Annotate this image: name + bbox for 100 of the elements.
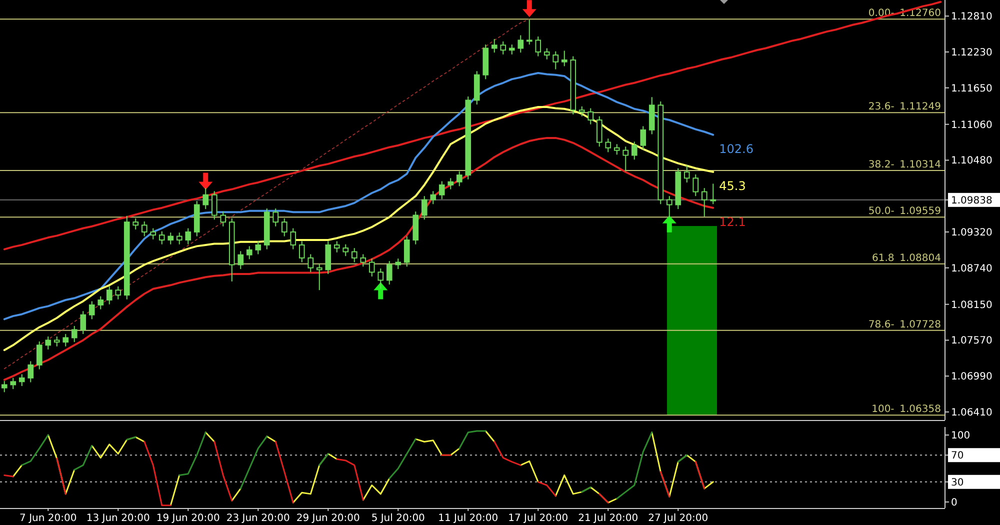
- point: [662, 215, 676, 232]
- y-tick-label: 1.06410: [951, 407, 992, 418]
- candlestick: [578, 106, 585, 117]
- candlestick: [45, 336, 52, 350]
- candlestick: [378, 268, 384, 290]
- candlestick: [10, 377, 16, 390]
- candlestick: [456, 170, 462, 187]
- x-tick-label: 23 Jun 20:00: [226, 513, 290, 524]
- y-tick-label: 1.07570: [951, 336, 992, 347]
- line-series: [3, 106, 714, 352]
- candlestick: [98, 296, 104, 310]
- y-tick-label: 1.10480: [951, 156, 992, 167]
- annotation: 100-: [872, 404, 895, 416]
- candlestick: [54, 336, 60, 347]
- candlestick: [62, 334, 69, 347]
- candlestick: [334, 240, 340, 253]
- candlestick: [132, 218, 139, 230]
- annotation: 78.6-: [868, 319, 895, 330]
- y-tick-label: 1.09320: [951, 227, 992, 238]
- x-tick-label: 11 Jul 20:00: [438, 513, 498, 524]
- x-tick-label: 7 Jun 20:00: [20, 513, 77, 524]
- candlestick: [448, 178, 454, 190]
- y-tick-label: 1.08150: [951, 300, 992, 311]
- x-tick-label: 13 Jun 20:00: [86, 513, 150, 524]
- point: [198, 172, 213, 190]
- candlestick: [80, 310, 86, 335]
- candlestick: [18, 374, 25, 386]
- candlestick: [141, 220, 148, 237]
- candlestick: [518, 34, 524, 54]
- candlestick: [272, 208, 279, 227]
- x-tick-label: 5 Jul 20:00: [371, 513, 425, 524]
- candlestick: [368, 258, 375, 277]
- candlestick: [605, 138, 612, 153]
- line-series: [3, 72, 714, 320]
- y-tick-label: 1.11060: [951, 120, 992, 131]
- candlestick: [666, 196, 672, 218]
- candlestick: [360, 254, 366, 268]
- ref-line-label: 1.10314: [900, 159, 941, 170]
- candlestick: [710, 183, 716, 205]
- series-label: 102.6: [719, 142, 754, 156]
- candlestick: [308, 254, 314, 273]
- candlestick: [88, 300, 95, 320]
- candlestick: [36, 340, 42, 370]
- candlestick: [701, 188, 708, 217]
- x-tick-label: 19 Jun 20:00: [156, 513, 220, 524]
- point: [374, 282, 388, 300]
- ref-line-label: 1.08804: [900, 252, 941, 264]
- candlestick: [552, 50, 559, 70]
- y-tick-label: 1.09838: [951, 195, 992, 206]
- candlestick: [491, 38, 498, 54]
- candlestick: [544, 48, 550, 60]
- candlestick: [386, 260, 392, 286]
- candlestick: [351, 248, 358, 263]
- candlestick: [1, 380, 8, 393]
- annotation: 23.6-: [868, 102, 895, 113]
- candlestick: [684, 164, 690, 183]
- candlestick: [281, 218, 288, 237]
- y-tick-label: 1.11650: [951, 83, 992, 94]
- candlestick: [290, 228, 296, 250]
- candlestick: [614, 144, 620, 156]
- point: [522, 0, 536, 18]
- candlestick: [588, 108, 594, 125]
- series-label: 12.1: [719, 214, 746, 229]
- candlestick: [631, 141, 638, 160]
- ref-line-label: 1.07728: [900, 319, 941, 330]
- candlestick: [395, 258, 402, 270]
- candlestick: [202, 188, 209, 210]
- ref-line-label: 1.09559: [900, 206, 941, 218]
- candlestick: [561, 50, 568, 67]
- candlestick: [622, 146, 629, 172]
- candlestick: [298, 240, 305, 263]
- candlestick: [342, 244, 349, 257]
- y-tick-label: 0: [951, 497, 958, 508]
- candlestick: [640, 126, 646, 150]
- candlestick: [246, 246, 252, 260]
- candlestick: [150, 228, 156, 240]
- candlestick: [255, 240, 262, 255]
- line-series: [4, 18, 530, 370]
- candlestick: [185, 228, 192, 245]
- annotation: 38.2-: [868, 159, 895, 170]
- y-tick-label: 70: [951, 450, 964, 462]
- y-tick-label: 1.06990: [951, 372, 992, 383]
- candlestick: [316, 264, 322, 291]
- candlestick: [71, 325, 78, 343]
- x-tick-label: 17 Jul 20:00: [508, 513, 568, 524]
- candlestick: [438, 180, 445, 200]
- x-tick-label: 27 Jul 20:00: [648, 513, 708, 524]
- annotation: 50.0-: [868, 206, 895, 218]
- y-tick-label: 1.12230: [951, 47, 992, 58]
- annotation: 61.8: [872, 252, 894, 264]
- candlestick: [692, 174, 699, 197]
- candlestick: [535, 36, 542, 57]
- candlestick: [168, 232, 174, 245]
- ref-line-label: 1.11249: [900, 102, 941, 113]
- y-tick-label: 1.12810: [951, 12, 992, 23]
- candlestick: [404, 236, 410, 268]
- candlestick: [500, 40, 506, 55]
- y-tick-label: 100: [951, 430, 970, 442]
- candlestick: [238, 250, 244, 270]
- ref-line-label: 1.06358: [900, 404, 941, 416]
